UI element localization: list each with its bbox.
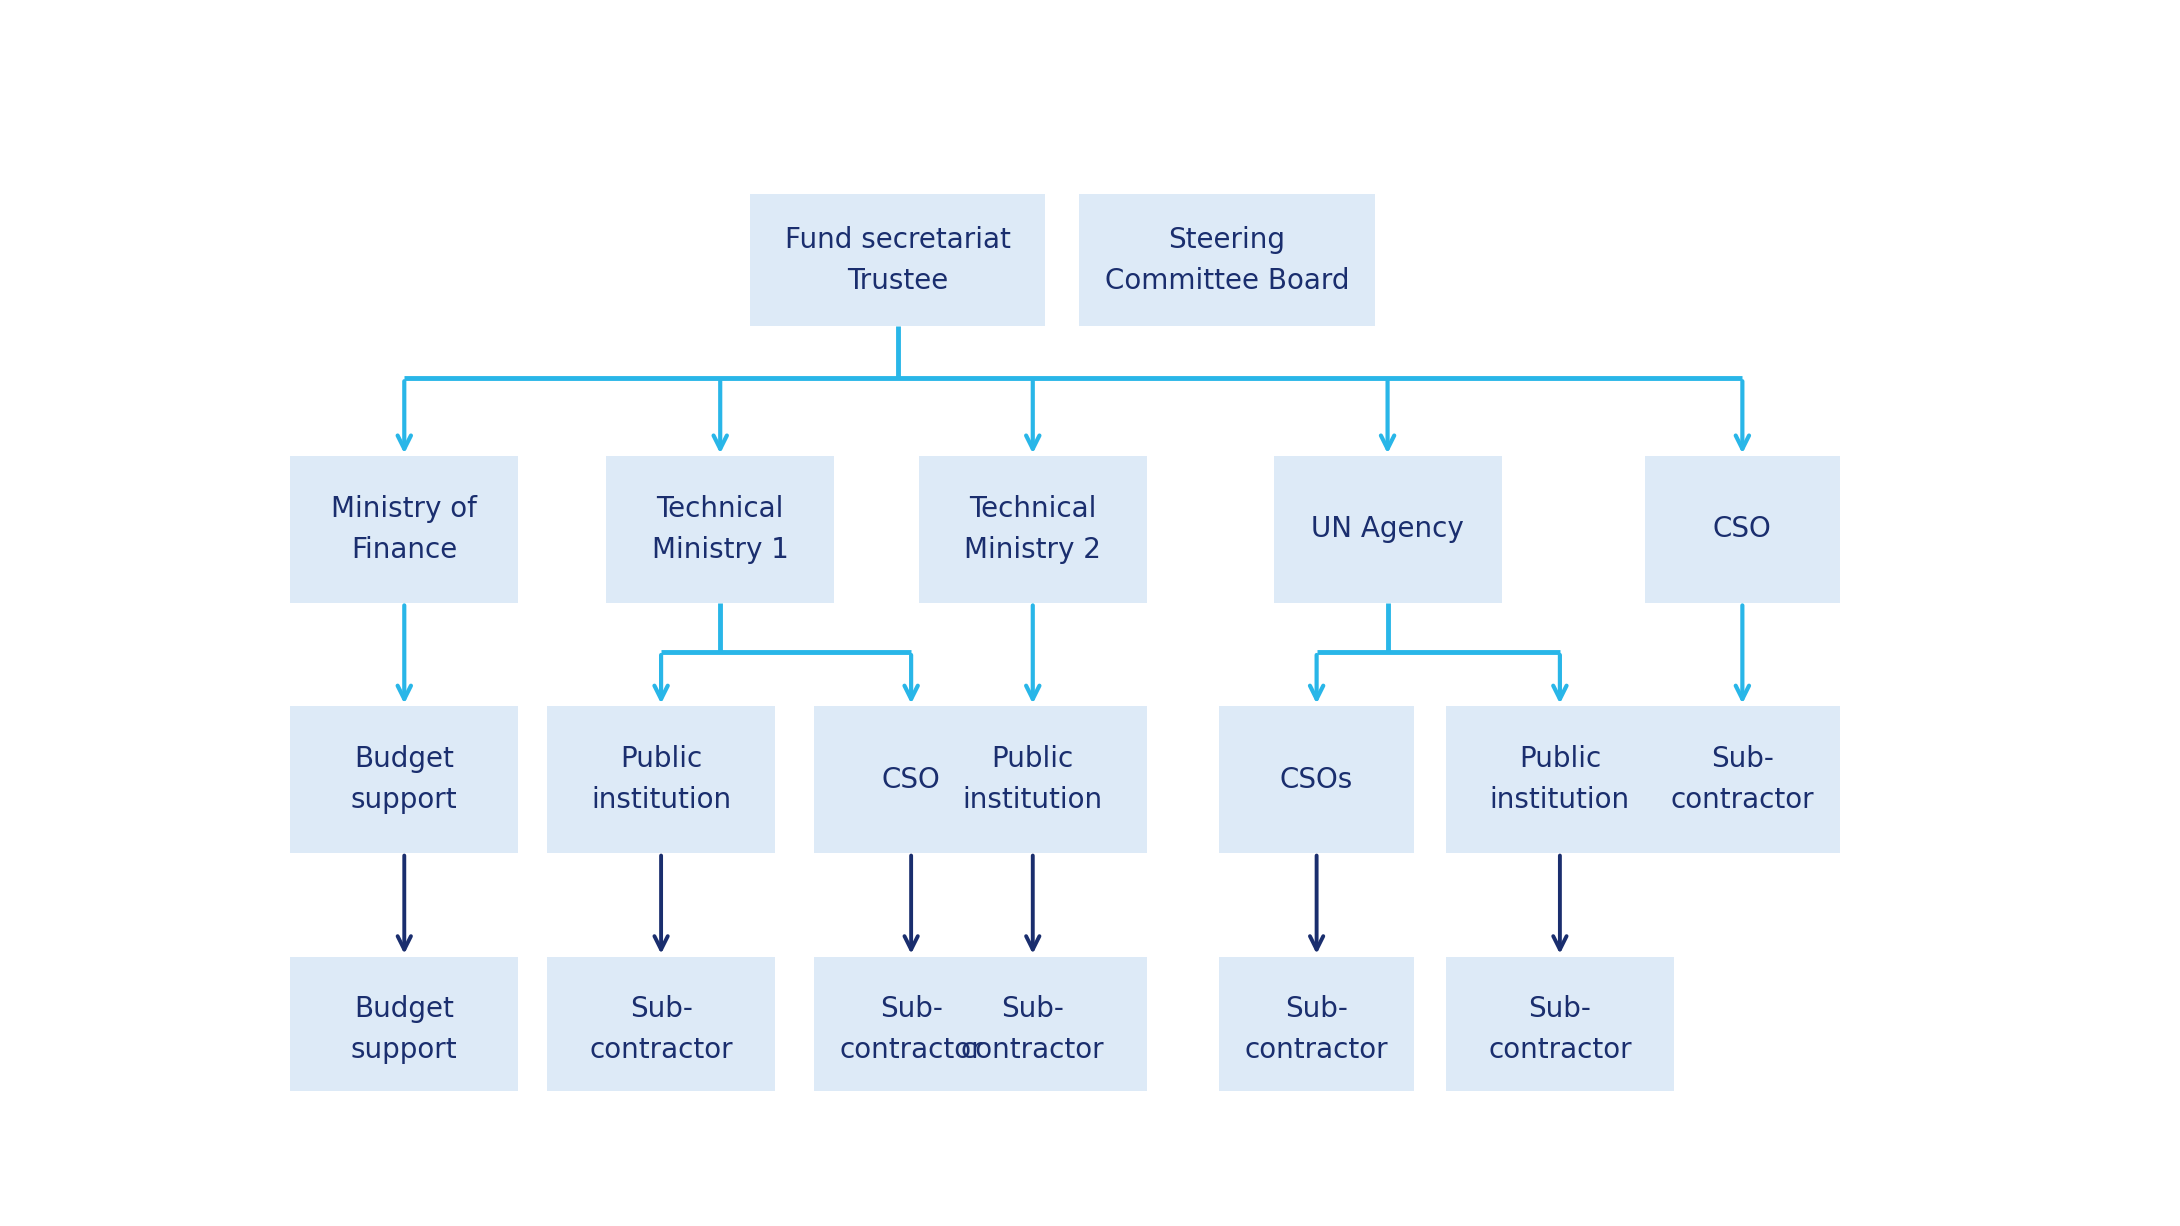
FancyBboxPatch shape xyxy=(1646,706,1840,853)
Text: Sub-
contractor: Sub- contractor xyxy=(1670,745,1814,814)
FancyBboxPatch shape xyxy=(1273,456,1502,603)
FancyBboxPatch shape xyxy=(1646,456,1840,603)
Text: Budget
support: Budget support xyxy=(351,996,458,1064)
Text: Sub-
contractor: Sub- contractor xyxy=(839,996,983,1064)
FancyBboxPatch shape xyxy=(547,956,776,1103)
FancyBboxPatch shape xyxy=(1445,956,1674,1103)
Text: Public
institution: Public institution xyxy=(964,745,1103,814)
FancyBboxPatch shape xyxy=(290,706,519,853)
Text: Steering
Committee Board: Steering Committee Board xyxy=(1105,226,1349,295)
FancyBboxPatch shape xyxy=(750,194,1046,326)
FancyBboxPatch shape xyxy=(1079,194,1376,326)
FancyBboxPatch shape xyxy=(1219,956,1415,1103)
FancyBboxPatch shape xyxy=(918,456,1147,603)
FancyBboxPatch shape xyxy=(813,956,1009,1103)
Text: Ministry of
Finance: Ministry of Finance xyxy=(331,495,477,564)
FancyBboxPatch shape xyxy=(1445,706,1674,853)
Text: CSO: CSO xyxy=(881,765,940,793)
Text: Public
institution: Public institution xyxy=(591,745,730,814)
Text: Fund secretariat
Trustee: Fund secretariat Trustee xyxy=(785,226,1012,295)
FancyBboxPatch shape xyxy=(918,706,1147,853)
FancyBboxPatch shape xyxy=(606,456,835,603)
FancyBboxPatch shape xyxy=(290,456,519,603)
Text: Public
institution: Public institution xyxy=(1489,745,1631,814)
Text: Budget
support: Budget support xyxy=(351,745,458,814)
Text: Sub-
contractor: Sub- contractor xyxy=(1489,996,1631,1064)
Text: CSOs: CSOs xyxy=(1280,765,1354,793)
FancyBboxPatch shape xyxy=(918,956,1147,1103)
Text: Sub-
contractor: Sub- contractor xyxy=(589,996,732,1064)
Text: Sub-
contractor: Sub- contractor xyxy=(1245,996,1389,1064)
Text: Technical
Ministry 1: Technical Ministry 1 xyxy=(652,495,789,564)
FancyBboxPatch shape xyxy=(290,956,519,1103)
FancyBboxPatch shape xyxy=(1219,706,1415,853)
Text: UN Agency: UN Agency xyxy=(1310,515,1465,543)
FancyBboxPatch shape xyxy=(813,706,1009,853)
Text: Technical
Ministry 2: Technical Ministry 2 xyxy=(964,495,1101,564)
Text: CSO: CSO xyxy=(1713,515,1772,543)
Text: Sub-
contractor: Sub- contractor xyxy=(961,996,1105,1064)
FancyBboxPatch shape xyxy=(547,706,776,853)
